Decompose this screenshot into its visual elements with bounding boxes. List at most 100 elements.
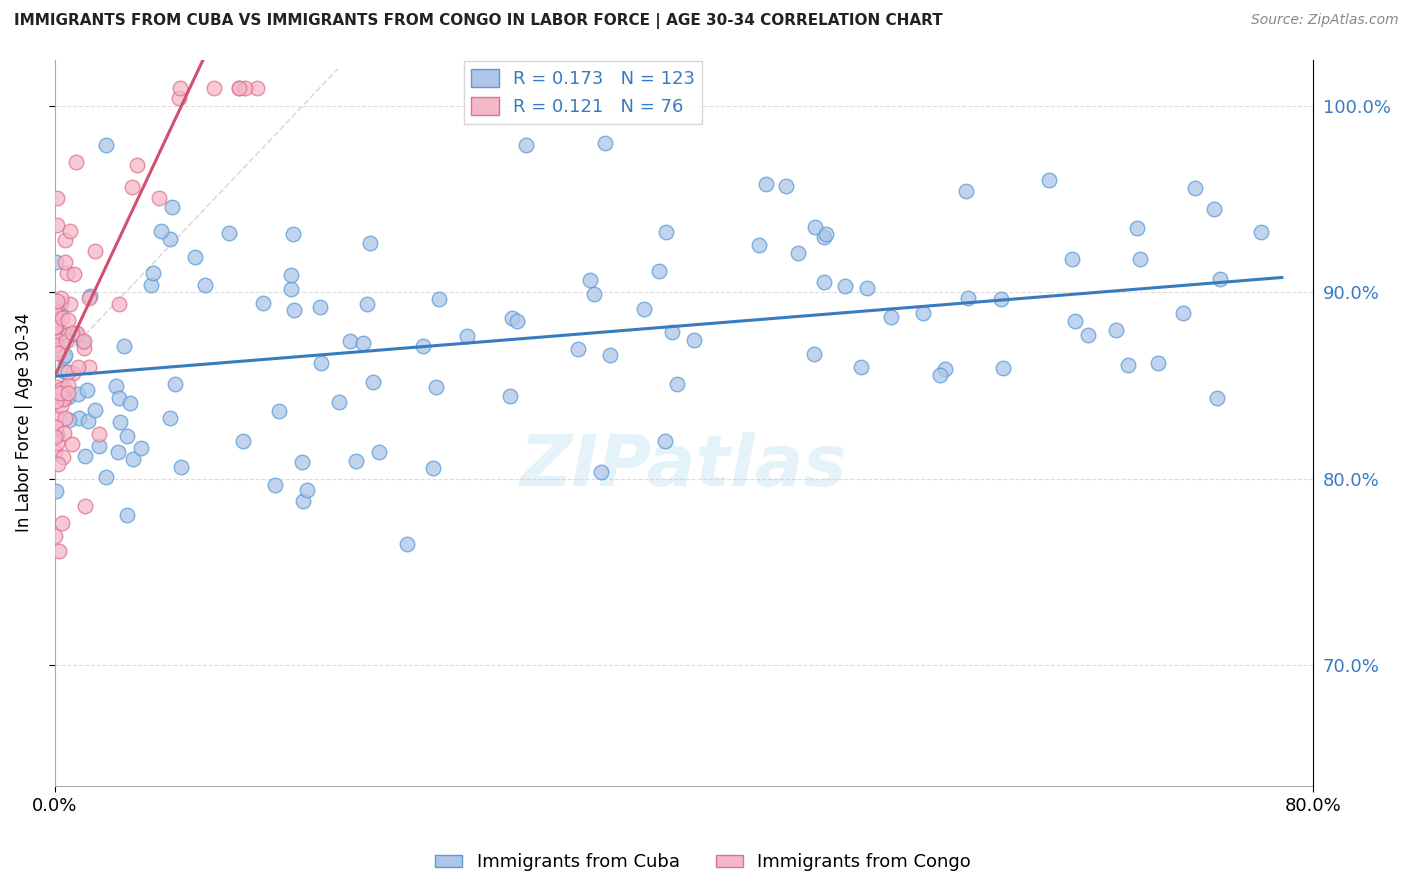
- Point: [49, 383, 72, 397]
- Point: [228, 80, 250, 95]
- Point: [115, 428, 138, 442]
- Point: [45, 255, 67, 269]
- Point: [202, 80, 225, 95]
- Point: [62, 366, 84, 380]
- Point: [1060, 252, 1083, 267]
- Point: [67, 387, 90, 401]
- Y-axis label: In Labor Force | Age 30-34: In Labor Force | Age 30-34: [15, 313, 32, 533]
- Legend: Immigrants from Cuba, Immigrants from Congo: Immigrants from Cuba, Immigrants from Co…: [427, 847, 979, 879]
- Point: [84, 402, 107, 417]
- Point: [67, 410, 90, 425]
- Point: [855, 281, 877, 295]
- Point: [79, 289, 101, 303]
- Point: [49, 400, 72, 414]
- Point: [499, 389, 522, 403]
- Point: [52, 392, 75, 407]
- Point: [246, 80, 269, 95]
- Point: [127, 158, 149, 172]
- Point: [53, 411, 76, 425]
- Point: [1063, 314, 1085, 328]
- Point: [328, 395, 350, 409]
- Point: [990, 292, 1012, 306]
- Point: [44, 338, 66, 352]
- Point: [813, 276, 835, 290]
- Point: [56, 386, 79, 401]
- Point: [228, 80, 250, 95]
- Point: [142, 266, 165, 280]
- Point: [280, 268, 302, 283]
- Point: [834, 279, 856, 293]
- Point: [52, 425, 75, 440]
- Point: [911, 306, 934, 320]
- Point: [593, 136, 616, 151]
- Text: IMMIGRANTS FROM CUBA VS IMMIGRANTS FROM CONGO IN LABOR FORCE | AGE 30-34 CORRELA: IMMIGRANTS FROM CUBA VS IMMIGRANTS FROM …: [14, 13, 943, 29]
- Point: [45, 428, 67, 442]
- Point: [683, 334, 706, 348]
- Point: [993, 361, 1015, 376]
- Point: [53, 381, 76, 395]
- Point: [46, 435, 69, 450]
- Point: [1076, 327, 1098, 342]
- Point: [53, 255, 76, 269]
- Point: [290, 455, 312, 469]
- Point: [96, 470, 118, 484]
- Point: [112, 339, 135, 353]
- Point: [456, 328, 478, 343]
- Point: [53, 348, 76, 362]
- Point: [359, 235, 381, 250]
- Point: [648, 264, 671, 278]
- Point: [67, 359, 90, 374]
- Point: [1105, 323, 1128, 337]
- Point: [55, 365, 77, 379]
- Point: [44, 430, 66, 444]
- Point: [252, 296, 274, 310]
- Point: [72, 335, 94, 350]
- Point: [52, 350, 75, 364]
- Point: [344, 453, 367, 467]
- Point: [567, 342, 589, 356]
- Point: [51, 385, 73, 400]
- Point: [115, 508, 138, 523]
- Point: [89, 439, 111, 453]
- Point: [48, 345, 70, 359]
- Point: [599, 348, 621, 362]
- Point: [84, 244, 107, 259]
- Point: [45, 420, 67, 434]
- Legend: R = 0.173   N = 123, R = 0.121   N = 76: R = 0.173 N = 123, R = 0.121 N = 76: [464, 62, 702, 123]
- Point: [45, 420, 67, 434]
- Point: [150, 224, 173, 238]
- Point: [1202, 202, 1225, 216]
- Point: [122, 452, 145, 467]
- Point: [45, 410, 67, 425]
- Point: [52, 392, 75, 407]
- Point: [60, 436, 83, 450]
- Point: [49, 296, 72, 310]
- Point: [775, 179, 797, 194]
- Point: [235, 80, 257, 95]
- Point: [107, 297, 129, 311]
- Point: [515, 137, 537, 152]
- Point: [76, 384, 98, 398]
- Point: [1173, 306, 1195, 320]
- Point: [66, 326, 89, 340]
- Point: [131, 441, 153, 455]
- Point: [107, 391, 129, 405]
- Point: [44, 428, 66, 442]
- Point: [506, 313, 529, 327]
- Point: [59, 297, 82, 311]
- Point: [309, 356, 332, 370]
- Point: [412, 339, 434, 353]
- Point: [162, 200, 184, 214]
- Point: [75, 449, 97, 463]
- Point: [814, 227, 837, 242]
- Point: [955, 184, 977, 198]
- Point: [1116, 358, 1139, 372]
- Point: [73, 341, 96, 355]
- Point: [56, 391, 79, 405]
- Point: [59, 224, 82, 238]
- Point: [45, 393, 67, 408]
- Point: [56, 328, 79, 343]
- Point: [159, 411, 181, 425]
- Point: [578, 273, 600, 287]
- Point: [755, 178, 778, 192]
